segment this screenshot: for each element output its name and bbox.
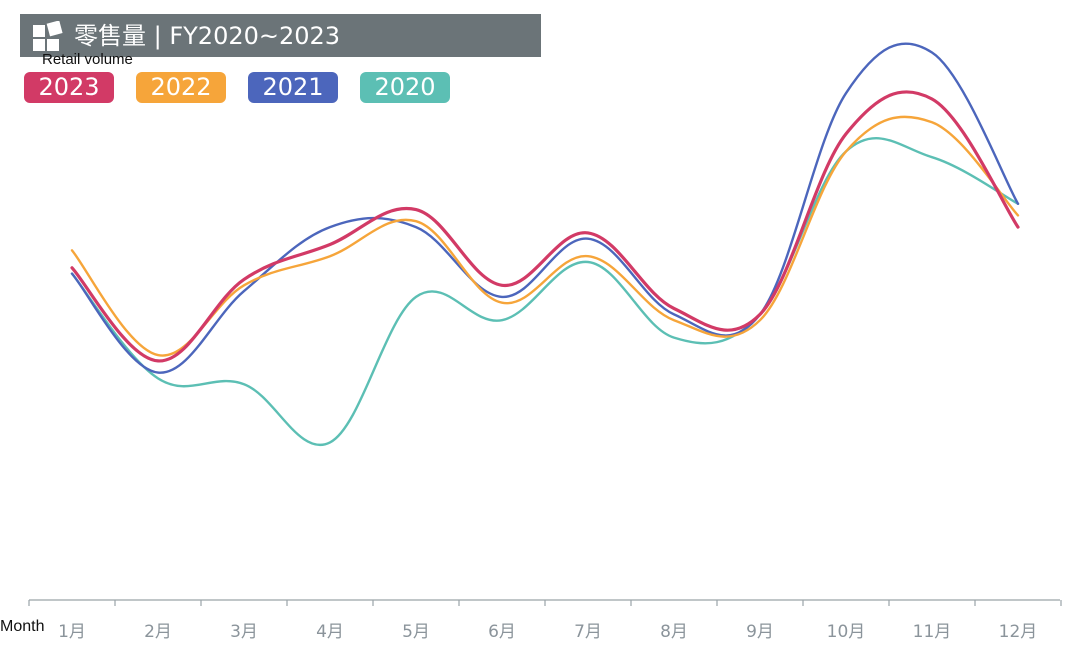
series-line-2022 [70, 115, 1020, 357]
x-tick-label: 12月 [999, 622, 1038, 642]
x-tick-label: 8月 [660, 622, 688, 642]
legend-item-2021[interactable]: 2021 [248, 72, 338, 103]
x-tick-label: 7月 [574, 622, 602, 642]
series-line-2023 [70, 90, 1020, 363]
x-tick-label: 11月 [913, 622, 952, 642]
series-lines [70, 42, 1020, 446]
x-axis: 1月 2月 3月 4月 5月 6月 7月 8月 9月 10月 11月 12月 [28, 599, 1062, 642]
legend-item-2022[interactable]: 2022 [136, 72, 226, 103]
x-tick-label: 6月 [488, 622, 516, 642]
chart-title: 零售量 | FY2020~2023 [74, 22, 341, 50]
series-line-2020 [70, 137, 1020, 446]
legend-item-2020[interactable]: 2020 [360, 72, 450, 103]
x-tick-label: 3月 [230, 622, 258, 642]
x-tick-label: 10月 [827, 622, 866, 642]
legend-item-2023[interactable]: 2023 [24, 72, 114, 103]
x-tick-label: 4月 [316, 622, 344, 642]
x-tick-label: 1月 [58, 622, 86, 642]
x-axis-label: Month [0, 618, 45, 635]
x-tick-label: 2月 [144, 622, 172, 642]
title-bar: 零售量 | FY2020~2023 [20, 14, 541, 57]
x-tick-label: 5月 [402, 622, 430, 642]
series-line-2021 [70, 42, 1020, 374]
brand-logo-icon [33, 21, 63, 51]
x-tick-label: 9月 [746, 622, 774, 642]
y-axis-label: Retail volume [42, 51, 133, 68]
